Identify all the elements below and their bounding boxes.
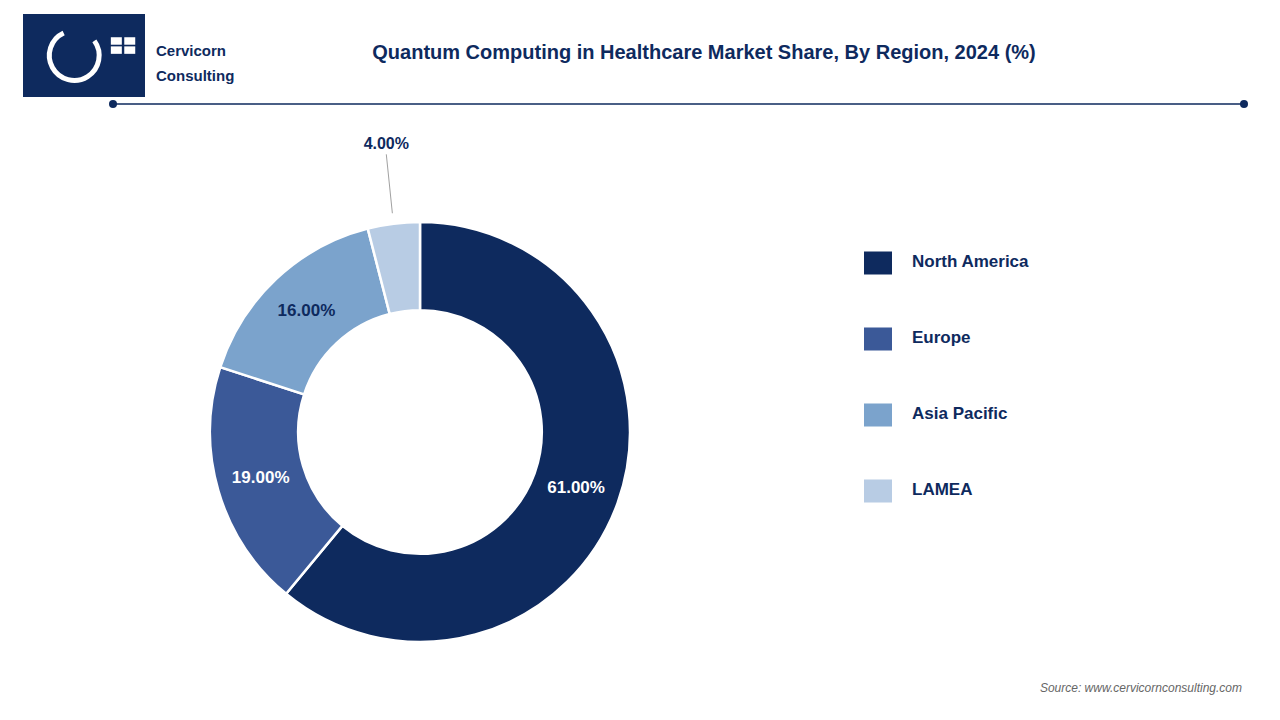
legend: North America Europe Asia Pacific LAMEA: [864, 252, 1029, 503]
logo-square: [124, 37, 135, 44]
rule-bullet: [1240, 100, 1248, 108]
legend-swatch: [864, 480, 892, 503]
rule-bullet: [109, 100, 117, 108]
data-label: 16.00%: [278, 301, 336, 320]
legend-item: Europe: [864, 328, 971, 351]
logo-box: [23, 14, 145, 97]
legend-swatch: [864, 252, 892, 275]
slice: [220, 229, 389, 395]
source: Source: www.cervicornconsulting.com: [1040, 681, 1242, 695]
logo-square: [111, 46, 122, 53]
data-label: 19.00%: [232, 468, 290, 487]
legend-label: North America: [912, 252, 1029, 271]
donut: [210, 222, 630, 642]
logo: [23, 14, 145, 97]
logo-square: [124, 46, 135, 53]
logo-arc: [49, 33, 99, 80]
slice: [368, 222, 420, 314]
background: [0, 0, 1280, 720]
data-labels: 61.00% 19.00% 16.00% 4.00%: [232, 135, 605, 497]
legend-swatch: [864, 404, 892, 427]
legend-label: Europe: [912, 328, 971, 347]
rule: [115, 103, 1242, 105]
logo-square: [111, 37, 122, 44]
brand-text: Consulting: [156, 67, 234, 84]
data-label: 4.00%: [364, 135, 409, 152]
legend-item: LAMEA: [864, 480, 972, 503]
legend-item: Asia Pacific: [864, 404, 1007, 427]
legend-label: LAMEA: [912, 480, 972, 499]
chart-root: Cervicorn Consulting Quantum Computing in …: [0, 0, 1280, 720]
title: Quantum Computing in Healthcare Market S…: [372, 41, 1035, 63]
brand-text: Cervicorn: [156, 42, 226, 59]
legend-label: Asia Pacific: [912, 404, 1007, 423]
leader-line: [386, 154, 392, 213]
legend-swatch: [864, 328, 892, 351]
slice: [210, 367, 342, 594]
data-label: 61.00%: [547, 478, 605, 497]
legend-item: North America: [864, 252, 1029, 275]
